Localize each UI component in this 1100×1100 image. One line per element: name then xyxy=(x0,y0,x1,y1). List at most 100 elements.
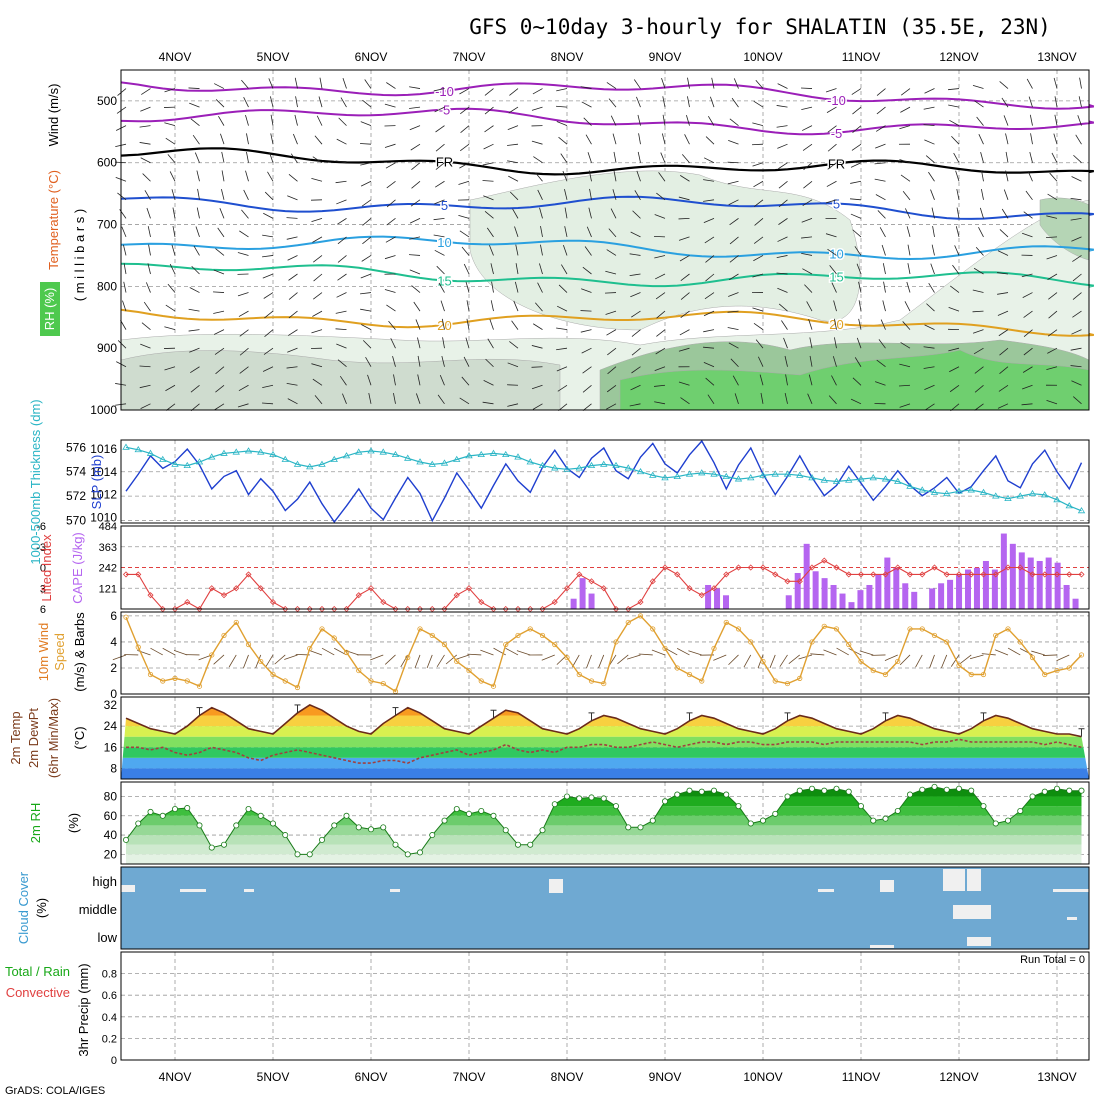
wind-barb xyxy=(581,101,592,108)
li-point xyxy=(1017,564,1024,571)
li-point xyxy=(184,599,191,606)
wind-tick-0: 0 xyxy=(110,687,117,701)
wind-barb xyxy=(874,381,886,386)
wind-barb xyxy=(1046,366,1058,371)
wind-barb xyxy=(197,188,200,200)
wind-barb xyxy=(902,190,911,201)
wind-barb xyxy=(1070,365,1082,368)
cloud-patch xyxy=(1067,917,1077,920)
thickness-point xyxy=(440,459,449,466)
wind-barb xyxy=(262,234,274,238)
date-label-top-5NOV: 5NOV xyxy=(257,50,290,64)
wind-barb xyxy=(172,226,176,237)
precip-tick-0: 0 xyxy=(111,1055,117,1067)
thickness-point xyxy=(943,489,951,497)
wind-barb xyxy=(776,255,788,259)
wind-barb-10m xyxy=(414,654,421,669)
wind-barb xyxy=(560,153,568,163)
cloud-patch xyxy=(870,945,894,948)
wind-speed-point xyxy=(980,671,987,678)
temp-label-3: (6hr Min/Max) xyxy=(46,698,61,778)
wind-speed-point xyxy=(209,652,215,658)
wind-barb xyxy=(758,356,764,367)
wind-speed-point xyxy=(539,632,546,639)
wind-barb xyxy=(654,401,666,405)
isotherm-label: 15 xyxy=(829,270,843,285)
wind-barb xyxy=(190,118,200,126)
wind-barb xyxy=(900,174,911,182)
wind-barb xyxy=(753,236,764,244)
wind-barb-10m xyxy=(480,649,494,656)
rh-point xyxy=(515,841,522,848)
wind-barb xyxy=(1049,172,1058,182)
cape-bar xyxy=(588,593,595,609)
wind-barb xyxy=(678,217,690,220)
wind-speed-point xyxy=(417,626,423,632)
wind-barb xyxy=(804,284,813,293)
thickness-point xyxy=(367,447,375,454)
wind-barb xyxy=(930,189,935,200)
wind-speed-point xyxy=(637,613,644,619)
wind-barb xyxy=(856,337,862,349)
wind-barb xyxy=(562,244,568,256)
wind-barb xyxy=(335,328,347,331)
wind-barb-10m xyxy=(899,654,911,666)
rh-point xyxy=(931,783,938,790)
rh-band xyxy=(126,854,1082,864)
wind-barb xyxy=(703,179,715,182)
rh-point xyxy=(747,820,754,827)
cape-tick-484: 484 xyxy=(99,521,117,533)
wind-barb-10m xyxy=(265,654,274,668)
wind-barb xyxy=(442,337,445,349)
wind-barb xyxy=(1021,232,1033,238)
wind-barb xyxy=(834,337,837,349)
li-tick--6: -6 xyxy=(36,521,46,533)
wind-barb-10m xyxy=(788,654,800,665)
rh-point xyxy=(600,795,607,802)
wind-barb xyxy=(703,310,715,317)
wind-barb xyxy=(556,305,568,312)
wind-barb xyxy=(711,77,715,89)
wind-barb xyxy=(434,199,445,205)
wind-barb xyxy=(807,393,813,404)
wind-barb xyxy=(540,226,543,237)
wind-barb xyxy=(752,273,764,278)
wind-barb xyxy=(342,77,347,89)
wind-barb xyxy=(335,310,347,314)
wind-barb xyxy=(904,301,911,312)
wind-barb xyxy=(705,377,715,386)
wind-barb xyxy=(703,362,715,368)
wind-barb xyxy=(288,329,298,336)
wind-barb xyxy=(1072,292,1082,300)
wind-barb xyxy=(974,384,984,393)
thickness-point xyxy=(269,450,277,458)
wind-barb-10m xyxy=(798,654,813,660)
wind-barb xyxy=(613,151,617,163)
date-label-bottom-5NOV: 5NOV xyxy=(257,1070,290,1084)
wind-barb xyxy=(237,252,249,256)
cloud-patch xyxy=(967,869,981,891)
wind-barb xyxy=(753,323,764,330)
li-point xyxy=(808,564,816,571)
wind-barb-10m xyxy=(728,654,739,666)
wind-barb xyxy=(140,106,151,112)
wind-barb xyxy=(386,218,396,226)
wind-speed-point xyxy=(625,619,631,626)
wind-barb xyxy=(972,310,984,313)
cape-bar xyxy=(866,584,873,609)
wind-barb xyxy=(998,384,1009,392)
wind-barb-10m xyxy=(162,647,176,656)
wind-barb-10m xyxy=(779,654,788,667)
rh-point xyxy=(441,817,448,824)
wind-barb xyxy=(806,301,813,312)
wind-barb xyxy=(832,356,837,367)
wind-barb xyxy=(850,180,862,184)
wind-barb xyxy=(368,392,372,404)
wind-barb xyxy=(338,117,347,126)
wind-barb xyxy=(167,283,176,293)
wind-speed-point xyxy=(307,645,313,652)
wind-barb xyxy=(580,329,592,333)
wind-barb xyxy=(727,327,739,331)
wind-barb xyxy=(484,125,494,133)
rh-band xyxy=(126,825,1082,836)
